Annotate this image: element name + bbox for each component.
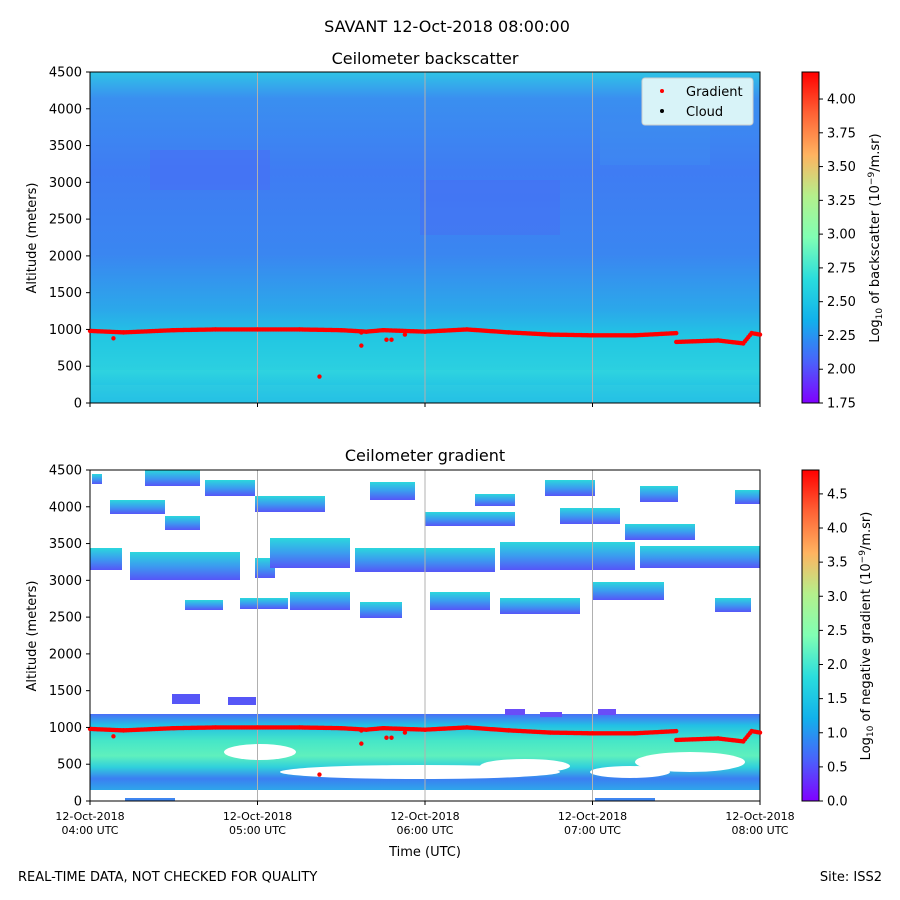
y-tick-label: 2500: [49, 213, 82, 228]
colorbar-tick-label: 2.00: [827, 363, 856, 378]
gradient-point: [674, 728, 679, 734]
gradient-outlier-point: [111, 734, 116, 739]
x-tick-time: 06:00 UTC: [396, 824, 453, 837]
y-tick-label: 3000: [49, 574, 82, 589]
colorbar-tick-label: 4.00: [827, 93, 856, 108]
gradient-colorbar: 0.0 0.5 1.0 1.5 2.0 2.5 3.0 3.5 4.0 4.5 Log10 of …: [801, 469, 876, 810]
colorbar-tick-label: 0.5: [827, 760, 848, 775]
colorbar-tick-label: 1.0: [827, 726, 848, 741]
gradient-outlier-point: [111, 336, 116, 341]
y-tick-label: 4500: [49, 464, 82, 479]
colorbar-tick-label: 3.5: [827, 556, 848, 571]
gradient-title: Ceilometer gradient: [345, 446, 505, 465]
gradient-point: [674, 330, 679, 336]
y-tick-label: 0: [74, 795, 82, 810]
x-tick-date: 12-Oct-2018: [725, 810, 794, 823]
colorbar-tick-label: 2.75: [827, 261, 856, 276]
colorbar-tick-label: 1.5: [827, 692, 848, 707]
gradient-panel: Ceilometer gradient: [25, 446, 876, 860]
colorbar-tick-label: 2.25: [827, 329, 856, 344]
y-tick-label: 500: [57, 758, 82, 773]
colorbar-tick-label: 0.0: [827, 795, 848, 810]
x-tick-time: 08:00 UTC: [731, 824, 788, 837]
x-tick-time: 07:00 UTC: [564, 824, 621, 837]
legend: Gradient Cloud: [641, 77, 754, 126]
x-tick-date: 12-Oct-2018: [55, 810, 124, 823]
gradient-outlier-point: [317, 374, 322, 379]
backscatter-colorbar: 1.75 2.00 2.25 2.50 2.75 3.00 3.25 3.50 3.75 4.00…: [801, 71, 885, 412]
gradient-outlier-point: [359, 741, 364, 746]
gradient-point: [757, 332, 763, 337]
legend-gradient-label: Gradient: [686, 85, 743, 100]
x-tick-date: 12-Oct-2018: [223, 810, 292, 823]
gradient-colorbar-label: Log10 of negative gradient (10−9/m.sr): [858, 512, 876, 761]
y-tick-label: 2000: [49, 249, 82, 264]
gradient-ylabel: Altitude (meters): [25, 581, 40, 692]
backscatter-y-ticks: 0 500 1000 1500 2000 2500 3000 3500 4000 4500: [49, 66, 90, 412]
y-tick-label: 3500: [49, 139, 82, 154]
colorbar-tick-label: 2.5: [827, 624, 848, 639]
y-tick-label: 4500: [49, 66, 82, 81]
quality-disclaimer: REAL-TIME DATA, NOT CHECKED FOR QUALITY: [18, 870, 318, 885]
gradient-outlier-point: [359, 330, 364, 335]
y-tick-label: 3500: [49, 537, 82, 552]
gradient-outlier-point: [384, 337, 389, 342]
colorbar-tick-label: 3.50: [827, 160, 856, 175]
y-tick-label: 4000: [49, 500, 82, 515]
gradient-outlier-point: [317, 772, 322, 777]
colorbar-tick-label: 3.75: [827, 126, 856, 141]
colorbar-tick-label: 4.0: [827, 522, 848, 537]
backscatter-x-ticks: [89, 403, 761, 407]
gradient-y-ticks: 0 500 1000 1500 2000 2500 3000 3500 4000 4500: [49, 464, 90, 810]
figure-title: SAVANT 12-Oct-2018 08:00:00: [324, 17, 570, 36]
colorbar-tick-label: 2.50: [827, 295, 856, 310]
gradient-outlier-point: [402, 730, 408, 735]
colorbar-tick-label: 3.00: [827, 228, 856, 243]
gradient-outlier-point: [359, 343, 364, 348]
gradient-outlier-point: [359, 728, 364, 733]
backscatter-gradient-series: [87, 327, 763, 379]
gradient-gradient-series: [87, 725, 763, 777]
gradient-grid: [257, 470, 593, 801]
backscatter-panel: Ceilometer backscatter 0 500 1000 1500 2000 2…: [25, 49, 885, 412]
colorbar-tick-label: 3.25: [827, 194, 856, 209]
backscatter-colorbar-ticks: 1.75 2.00 2.25 2.50 2.75 3.00 3.25 3.50 3.75 4.00: [819, 93, 856, 412]
y-tick-label: 2500: [49, 611, 82, 626]
x-tick-time: 04:00 UTC: [61, 824, 118, 837]
colorbar-tick-label: 2.0: [827, 658, 848, 673]
backscatter-colorbar-label: Log10 of backscatter (10−9/m.sr): [867, 133, 885, 342]
backscatter-title: Ceilometer backscatter: [332, 49, 519, 68]
legend-cloud-label: Cloud: [686, 105, 723, 120]
colorbar-tick-label: 4.5: [827, 487, 848, 502]
y-tick-label: 1500: [49, 286, 82, 301]
y-tick-label: 1500: [49, 684, 82, 699]
gradient-outlier-point: [389, 735, 394, 740]
colorbar-tick-label: 3.0: [827, 590, 848, 605]
backscatter-ylabel: Altitude (meters): [25, 183, 40, 294]
legend-box: [641, 77, 754, 126]
site-label: Site: ISS2: [819, 870, 882, 885]
legend-gradient-marker: [660, 89, 664, 93]
y-tick-label: 500: [57, 360, 82, 375]
gradient-xlabel: Time (UTC): [388, 845, 461, 860]
x-tick-time: 05:00 UTC: [229, 824, 286, 837]
gradient-outlier-point: [389, 337, 394, 342]
legend-cloud-marker: [660, 109, 664, 113]
gradient-outlier-point: [402, 332, 408, 337]
x-tick-date: 12-Oct-2018: [558, 810, 627, 823]
y-tick-label: 0: [74, 397, 82, 412]
gradient-point: [757, 730, 763, 735]
y-tick-label: 1000: [49, 721, 82, 736]
gradient-colorbar-ticks: 0.0 0.5 1.0 1.5 2.0 2.5 3.0 3.5 4.0 4.5: [819, 487, 848, 810]
y-tick-label: 3000: [49, 176, 82, 191]
colorbar-tick-label: 1.75: [827, 397, 856, 412]
y-tick-label: 4000: [49, 102, 82, 117]
y-tick-label: 1000: [49, 323, 82, 338]
backscatter-grid: [257, 72, 593, 403]
y-tick-label: 2000: [49, 647, 82, 662]
gradient-outlier-point: [384, 735, 389, 740]
x-tick-date: 12-Oct-2018: [390, 810, 459, 823]
